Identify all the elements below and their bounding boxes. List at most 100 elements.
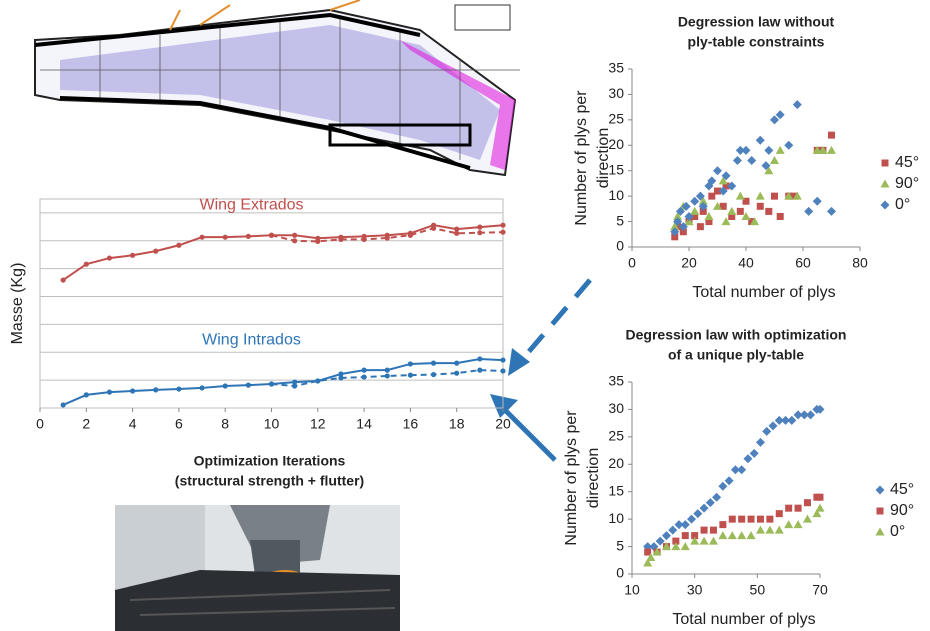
point (699, 207, 707, 215)
line (62, 224, 504, 281)
point (643, 558, 653, 567)
point (384, 235, 390, 241)
point (721, 171, 731, 181)
y-axis-label: direction (595, 128, 612, 188)
x-tick-label: 8 (221, 416, 229, 432)
point (724, 476, 734, 486)
point (727, 181, 737, 191)
point (770, 115, 779, 125)
point (338, 236, 344, 243)
x-tick-label: 70 (812, 582, 828, 598)
x-tick-label: 14 (356, 416, 372, 432)
point (680, 542, 690, 551)
point (765, 525, 775, 534)
x-tick-label: 50 (750, 582, 766, 598)
y-tick-label: 5 (616, 537, 624, 553)
point (477, 356, 483, 362)
point (775, 110, 785, 120)
legend-marker (880, 179, 890, 188)
x-axis-label: (structural strength + flutter) (175, 473, 364, 489)
chart-title: Degression law without (678, 14, 835, 30)
point (176, 242, 182, 248)
point (721, 217, 731, 226)
point (709, 526, 717, 534)
point (784, 191, 794, 200)
legend-label: 0° (895, 196, 910, 213)
series-annotation: Wing Intrados (202, 331, 301, 348)
point (705, 498, 715, 508)
x-tick-label: 80 (852, 255, 868, 271)
x-tick-label: 18 (449, 416, 465, 432)
point (361, 374, 367, 380)
point (737, 465, 747, 475)
point (407, 361, 413, 367)
point (775, 510, 783, 518)
point (727, 206, 737, 215)
point (690, 206, 700, 215)
point (199, 234, 205, 240)
point (292, 232, 298, 238)
point (712, 492, 722, 502)
point (755, 525, 765, 534)
point (718, 481, 728, 491)
point (361, 367, 367, 373)
point (477, 230, 483, 236)
point (774, 525, 784, 534)
y-tick-label: 20 (608, 136, 624, 152)
point (268, 232, 275, 238)
x-axis-label: Total number of plys (672, 611, 815, 628)
x-tick-label: 10 (264, 416, 280, 432)
point (454, 230, 460, 236)
series-annotation: Wing Extrados (199, 196, 303, 213)
y-tick-label: 30 (608, 400, 624, 416)
point (60, 277, 66, 283)
point (674, 520, 684, 530)
point (668, 525, 678, 535)
point (755, 135, 765, 145)
point (671, 233, 679, 241)
point (698, 196, 708, 205)
point (106, 389, 113, 395)
point (707, 176, 717, 186)
point (673, 217, 683, 227)
point (827, 206, 836, 216)
chart-title: Degression law with optimization (626, 327, 847, 343)
point (816, 493, 824, 501)
point (655, 536, 665, 546)
point (787, 415, 797, 425)
point (719, 521, 727, 529)
point (477, 367, 483, 373)
point (815, 503, 825, 512)
point (761, 161, 771, 171)
point (153, 248, 159, 254)
point (756, 515, 764, 523)
legend-label: 0° (890, 523, 905, 540)
point (687, 514, 697, 524)
point (728, 515, 736, 523)
point (222, 383, 228, 389)
point (407, 372, 413, 378)
x-tick-label: 16 (403, 416, 419, 432)
point (793, 410, 803, 420)
x-tick-label: 10 (624, 582, 640, 598)
point (768, 421, 778, 431)
point (672, 537, 680, 545)
point (742, 197, 750, 205)
x-tick-label: 0 (36, 416, 44, 432)
point (806, 410, 816, 420)
point (430, 225, 437, 231)
point (695, 191, 705, 201)
point (774, 415, 784, 425)
point (661, 542, 671, 551)
point (735, 145, 745, 155)
x-tick-label: 2 (82, 416, 90, 432)
point (803, 499, 811, 507)
point (407, 232, 413, 238)
point (732, 156, 742, 166)
point (747, 156, 757, 166)
legend-marker (875, 485, 885, 495)
point (743, 454, 753, 464)
point (812, 196, 822, 206)
